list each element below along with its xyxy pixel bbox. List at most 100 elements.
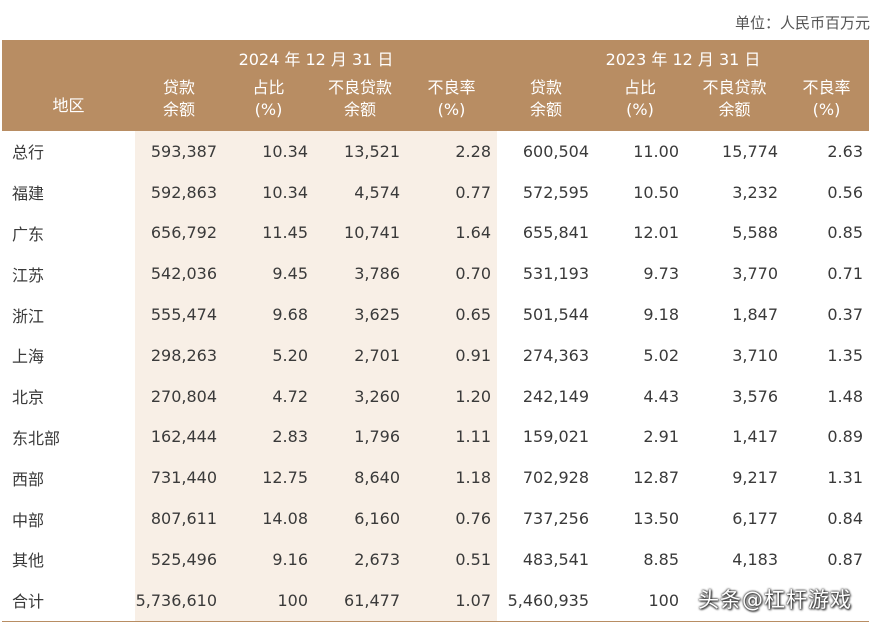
- table-cell: 3,710: [732, 345, 778, 365]
- column-header: 贷款 余额: [497, 76, 595, 131]
- table-cell: 11.45: [223, 212, 314, 254]
- table-row: 江苏 542,036 9.45 3,786 0.70 531,193 9.73 3,770 0.…: [2, 253, 869, 295]
- column-header: 占比 (%): [223, 76, 314, 131]
- table-cell: 12.75: [223, 457, 314, 499]
- table-cell: 10.34: [223, 131, 314, 172]
- table-cell: 6,177: [732, 509, 778, 529]
- table-cell: 61,477: [314, 579, 406, 622]
- table-cell: 9.68: [223, 294, 314, 335]
- table-cell: 12.01: [633, 223, 679, 243]
- table-cell: 1,796: [314, 416, 406, 458]
- region-name: 福建: [12, 184, 45, 204]
- table-cell: 0.65: [406, 294, 497, 335]
- table-cell: 1.64: [406, 212, 497, 254]
- table-row: 浙江 555,474 9.68 3,625 0.65 501,544 9.18 1,847 0.…: [2, 294, 869, 335]
- table-cell: 807,611: [135, 498, 223, 539]
- table-header: 地区 2024 年 12 月 31 日 2023 年 12 月 31 日 贷款余…: [2, 40, 869, 131]
- table-row: 总行 593,387 10.34 13,521 2.28 600,504 11.00 15,7…: [2, 131, 869, 172]
- region-name: 总行: [12, 143, 45, 163]
- table-cell: 13.50: [633, 509, 679, 529]
- table-cell: 483,541: [522, 549, 589, 569]
- table-cell: 10.50: [633, 182, 679, 202]
- table-cell: 1.07: [406, 579, 497, 622]
- table-cell: 12.87: [633, 468, 679, 488]
- column-header: 贷款 余额: [135, 76, 223, 131]
- table-cell: 3,576: [732, 386, 778, 406]
- table-cell: 2,701: [314, 334, 406, 376]
- table-cell: 162,444: [135, 416, 223, 458]
- table-cell: 572,595: [522, 182, 589, 202]
- table-cell: 0.77: [406, 171, 497, 213]
- column-header-line1: 不良率: [427, 78, 476, 97]
- table-cell: 5,736,610: [135, 579, 223, 622]
- table-row: 北京 270,804 4.72 3,260 1.20 242,149 4.43 3,576 1.…: [2, 375, 869, 417]
- table-cell: 5.02: [643, 345, 679, 365]
- table-cell: 9.45: [223, 253, 314, 295]
- table-cell: 15,774: [722, 141, 778, 161]
- table-cell: 593,387: [135, 131, 223, 172]
- table-cell: 0.56: [827, 182, 863, 202]
- table-cell: 656,792: [135, 212, 223, 254]
- table-cell: 1.48: [827, 386, 863, 406]
- table-cell: 5,588: [732, 223, 778, 243]
- header-period-2023: 2023 年 12 月 31 日: [497, 40, 869, 76]
- table-cell: 270,804: [135, 375, 223, 417]
- table-cell: 0.51: [406, 538, 497, 580]
- table-cell: 10.34: [223, 171, 314, 213]
- table-cell: 555,474: [135, 294, 223, 335]
- column-header-line1: 占比: [623, 78, 656, 97]
- column-header-line2: (%): [812, 100, 841, 119]
- table-cell: 501,544: [522, 305, 589, 325]
- table-cell: 3,625: [314, 294, 406, 335]
- table-cell: 0.76: [406, 498, 497, 539]
- table-cell: 3,770: [732, 264, 778, 284]
- table-cell: [685, 579, 784, 622]
- table-cell: 1.20: [406, 375, 497, 417]
- table-cell: 100: [223, 579, 314, 622]
- table-cell: 11.00: [633, 141, 679, 161]
- table-cell: 0.85: [827, 223, 863, 243]
- region-name: 东北部: [12, 428, 61, 448]
- table-cell: 1.18: [406, 457, 497, 499]
- table-cell: 298,263: [135, 334, 223, 376]
- table-row: 广东 656,792 11.45 10,741 1.64 655,841 12.01 5,58…: [2, 212, 869, 254]
- table-row: 东北部 162,444 2.83 1,796 1.11 159,021 2.91 1,417 0…: [2, 416, 869, 458]
- table-row: 西部 731,440 12.75 8,640 1.18 702,928 12.87 9,217…: [2, 457, 869, 499]
- column-header-line2: 余额: [718, 100, 751, 119]
- table-row: 其他 525,496 9.16 2,673 0.51 483,541 8.85 4,183 0.…: [2, 538, 869, 580]
- column-header-line2: 余额: [529, 100, 562, 119]
- table-cell: 0.71: [827, 264, 863, 284]
- table-cell: 4.43: [643, 386, 679, 406]
- table-cell: 3,786: [314, 253, 406, 295]
- table-cell: 0.87: [827, 549, 863, 569]
- table-cell: 8.85: [643, 549, 679, 569]
- column-header-line2: 余额: [343, 100, 376, 119]
- table-cell: 702,928: [522, 468, 589, 488]
- unit-label: 单位：人民币百万元: [734, 14, 870, 32]
- table-cell: 159,021: [522, 427, 589, 447]
- region-name: 其他: [12, 551, 45, 571]
- table-cell: 13,521: [314, 131, 406, 172]
- column-header-line2: (%): [254, 100, 283, 119]
- table-cell: 2,673: [314, 538, 406, 580]
- watermark: 头条@杠杆游戏: [698, 588, 852, 612]
- table-cell: 2.63: [827, 141, 863, 161]
- table-cell: 5,460,935: [497, 579, 595, 622]
- table-cell: 592,863: [135, 171, 223, 213]
- table-cell: 4,574: [314, 171, 406, 213]
- column-header-line1: 不良率: [802, 78, 851, 97]
- table-cell: 9.73: [643, 264, 679, 284]
- column-header: 占比 (%): [595, 76, 685, 131]
- table-cell: 0.84: [827, 509, 863, 529]
- table-cell: 9.16: [223, 538, 314, 580]
- table-cell: 6,160: [314, 498, 406, 539]
- table-cell: 531,193: [522, 264, 589, 284]
- table-cell: 1.11: [406, 416, 497, 458]
- region-name: 西部: [12, 469, 45, 489]
- table-cell: 2.28: [406, 131, 497, 172]
- table-cell: 1,847: [732, 305, 778, 325]
- region-name: 上海: [12, 347, 45, 367]
- table-cell: 0.89: [827, 427, 863, 447]
- table-cell: 737,256: [522, 509, 589, 529]
- table-cell: 1.31: [827, 468, 863, 488]
